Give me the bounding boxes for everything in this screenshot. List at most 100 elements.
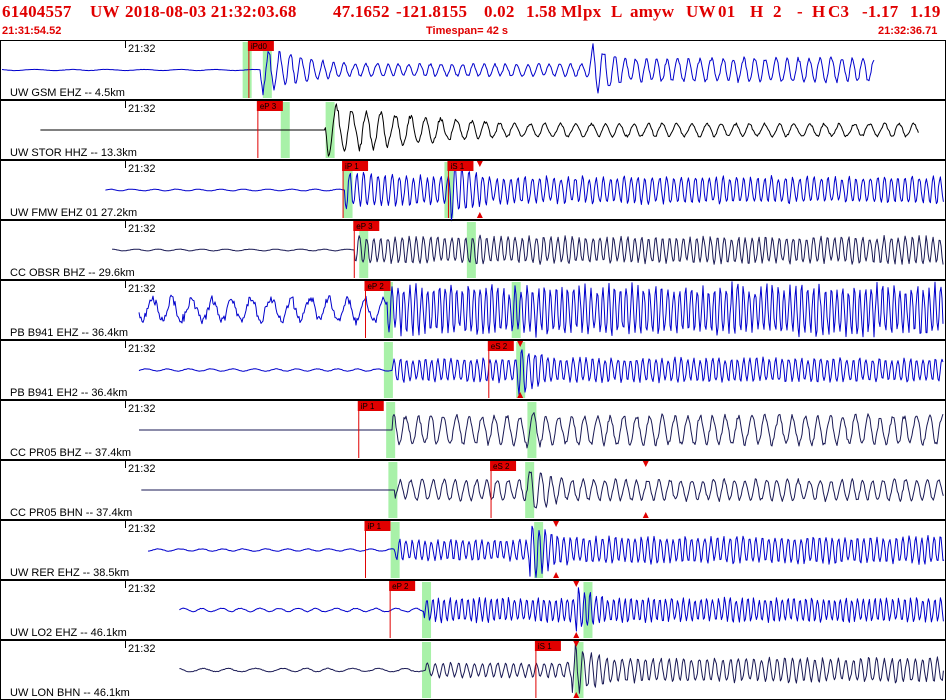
arrival-tick-top	[573, 581, 580, 587]
arrival-tick-top	[553, 521, 560, 527]
pick-flag[interactable]	[487, 341, 514, 351]
time-tick-label: 21:32	[128, 103, 156, 115]
time-tick-label: 21:32	[128, 163, 156, 175]
pick-flag[interactable]	[256, 101, 283, 111]
waveform-trace	[179, 643, 944, 694]
arrival-tick-bottom	[517, 392, 524, 398]
channel-label: UW RER EHZ -- 38.5km	[10, 567, 129, 579]
pick-window	[583, 582, 593, 638]
pick-flag[interactable]	[342, 161, 369, 171]
event-auth-net: UW	[686, 2, 716, 21]
waveform-trace	[105, 164, 944, 222]
pick-flag[interactable]	[357, 401, 384, 411]
event-header: 61404557 UW 2018-08-03 21:32:03.68 47.16…	[0, 0, 946, 40]
channel-label: CC PR05 BHZ -- 37.4km	[10, 447, 131, 459]
pick-window	[574, 642, 584, 698]
event-dash: -	[797, 2, 803, 21]
time-tick-label: 21:32	[128, 643, 156, 655]
pick-flag[interactable]	[353, 221, 380, 231]
window-end-time: 21:32:36.71	[878, 25, 938, 37]
event-magnitude: 1.58 Ml	[526, 2, 583, 21]
pick-window	[422, 642, 432, 698]
pick-label: eS 2	[493, 462, 510, 471]
pick-window	[534, 522, 544, 578]
pick-label: iPd0	[251, 42, 268, 51]
pick-label: eP 2	[367, 282, 384, 291]
event-gt: H	[750, 2, 764, 21]
pick-label: eP 2	[392, 582, 409, 591]
arrival-tick-bottom	[553, 572, 560, 578]
waveform-trace	[138, 349, 944, 396]
channel-label: UW FMW EHZ 01 27.2km	[10, 207, 137, 219]
event-version: 01	[718, 2, 736, 21]
pick-window	[422, 582, 432, 638]
channel-label: UW GSM EHZ -- 4.5km	[10, 87, 125, 99]
pick-flag[interactable]	[247, 41, 274, 51]
time-tick-label: 21:32	[128, 583, 156, 595]
pick-label: eS 2	[491, 342, 508, 351]
pick-label: iP 1	[345, 162, 359, 171]
time-tick-label: 21:32	[128, 463, 156, 475]
pick-flag[interactable]	[364, 521, 391, 531]
waveform-trace	[147, 525, 945, 578]
event-author: amyw	[630, 2, 675, 21]
pick-label: iS 1	[450, 162, 464, 171]
arrival-tick-bottom	[642, 512, 649, 518]
pick-flag[interactable]	[389, 581, 416, 591]
pick-window	[525, 462, 535, 518]
pick-label: eP 3	[260, 102, 277, 111]
event-nph: 2	[773, 2, 782, 21]
event-quality: C3	[828, 2, 850, 21]
event-lon: -121.8155	[396, 2, 468, 21]
arrival-tick-top	[517, 341, 524, 347]
event-datetime: 2018-08-03 21:32:03.68	[125, 2, 297, 21]
event-type: L	[611, 2, 623, 21]
pick-window	[390, 522, 400, 578]
pick-flag[interactable]	[534, 641, 561, 651]
channel-label: CC OBSR BHZ -- 29.6km	[10, 267, 135, 279]
event-src: px	[583, 2, 602, 21]
arrival-tick-bottom	[573, 632, 580, 638]
event-sel: H	[812, 2, 826, 21]
event-network: UW	[90, 2, 120, 21]
pick-flag[interactable]	[364, 281, 391, 291]
pick-window	[527, 402, 537, 458]
event-depth: 0.02	[484, 2, 515, 21]
channel-label: PB B941 EH2 -- 36.4km	[10, 387, 127, 399]
window-start-time: 21:31:54.52	[2, 25, 62, 37]
pick-flag[interactable]	[490, 461, 517, 471]
time-tick-label: 21:32	[128, 283, 156, 295]
waveform-trace	[40, 103, 919, 157]
pick-window	[383, 282, 393, 338]
pick-window	[383, 342, 393, 398]
pick-label: iS 1	[538, 642, 552, 651]
time-tick-label: 21:32	[128, 43, 156, 55]
channel-label: PB B941 EHZ -- 36.4km	[10, 327, 128, 339]
time-tick-label: 21:32	[128, 403, 156, 415]
channel-label: UW LON BHN -- 46.1km	[10, 687, 130, 699]
time-tick-label: 21:32	[128, 343, 156, 355]
waveform-trace	[139, 412, 944, 449]
waveform-trace	[179, 587, 944, 632]
pick-label: iP 1	[361, 402, 375, 411]
event-value-2: 1.19	[910, 2, 941, 21]
pick-label: eP 3	[356, 222, 373, 231]
event-value-1: -1.17	[862, 2, 899, 21]
arrival-tick-top	[476, 161, 483, 167]
timespan-label: Timespan= 42 s	[426, 25, 509, 37]
pick-window	[359, 222, 369, 278]
pick-window	[325, 102, 335, 158]
trace-panels[interactable]: 21:32 iPd0 UW GSM EHZ -- 4.5km 21:32 eP 3 UW …	[0, 40, 946, 700]
arrival-tick-top	[642, 461, 649, 467]
event-lat: 47.1652	[333, 2, 390, 21]
waveform-trace	[141, 471, 944, 509]
pick-flag[interactable]	[447, 161, 474, 171]
channel-label: UW LO2 EHZ -- 46.1km	[10, 627, 127, 639]
channel-label: CC PR05 BHN -- 37.4km	[10, 507, 132, 519]
time-tick-label: 21:32	[128, 223, 156, 235]
waveform-trace	[138, 281, 944, 338]
pick-window	[262, 42, 272, 98]
arrival-tick-top	[573, 641, 580, 647]
waveform-trace	[1, 43, 875, 96]
